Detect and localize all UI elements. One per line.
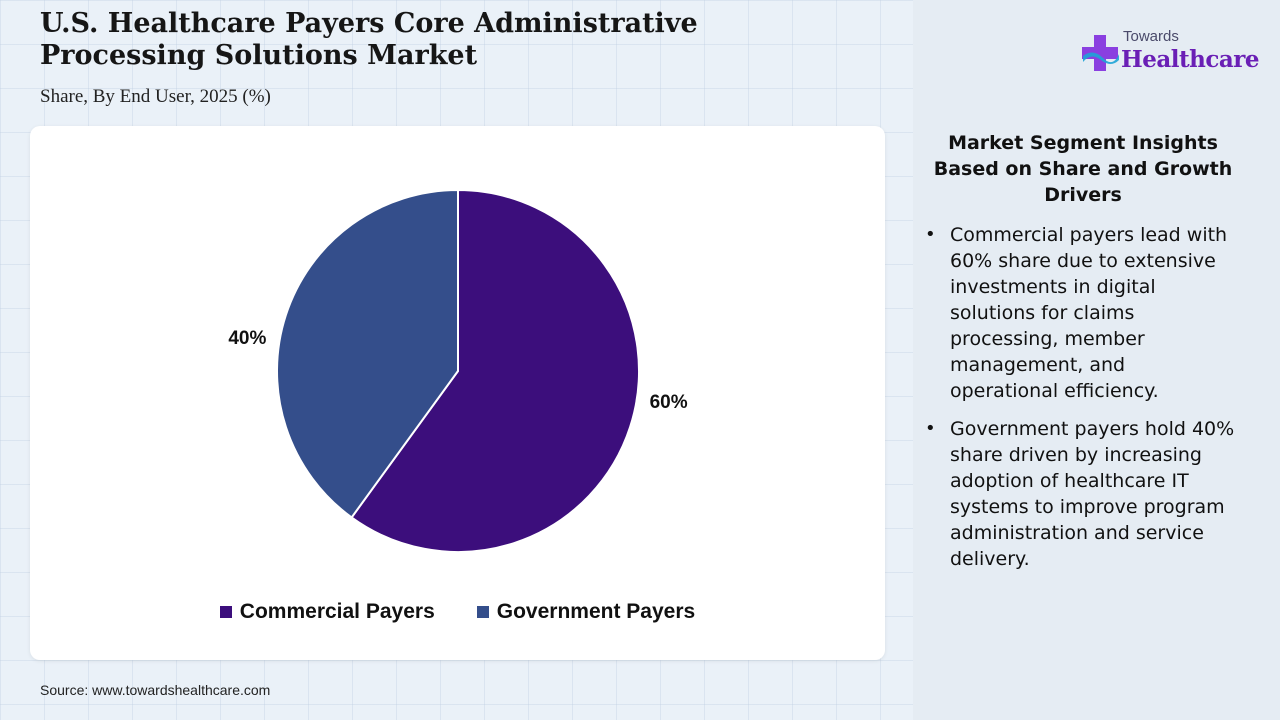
insights-panel: Towards Healthcare Market Segment Insigh… <box>913 0 1280 720</box>
legend-item-government-payers: Government Payers <box>476 600 696 624</box>
insight-bullet-government: Government payers hold 40% share driven … <box>913 416 1238 572</box>
logo-text-healthcare: Healthcare <box>1121 46 1260 73</box>
logo-text-towards: Towards <box>1123 28 1179 45</box>
insight-bullet-commercial: Commercial payers lead with 60% share du… <box>913 222 1238 404</box>
data-label-commercial-payers: 60% <box>650 392 688 413</box>
chart-title: U.S. Healthcare Payers Core Administrati… <box>40 8 698 71</box>
data-label-government-payers: 40% <box>228 328 266 349</box>
legend-label-commercial-payers: Commercial Payers <box>239 600 435 623</box>
chart-subtitle: Share, By End User, 2025 (%) <box>40 86 271 107</box>
cross-logo-icon <box>1082 35 1119 71</box>
legend-swatch-government-payers <box>476 606 489 618</box>
pie-slice-government-payers <box>276 188 459 519</box>
insights-list: Commercial payers lead with 60% share du… <box>913 222 1238 584</box>
legend-label-government-payers: Government Payers <box>496 600 696 623</box>
legend-item-commercial-payers: Commercial Payers <box>219 600 435 624</box>
legend-swatch-commercial-payers <box>219 606 232 618</box>
pie-chart: 60% 40% <box>228 188 688 553</box>
chart-legend: Commercial Payers Government Payers <box>30 600 885 624</box>
insights-heading: Market Segment Insights Based on Share a… <box>933 132 1233 206</box>
pie-slice-commercial-payers <box>350 188 640 553</box>
towards-healthcare-logo: Towards Healthcare <box>1079 26 1260 78</box>
chart-card: 60% 40% Commercial Payers Government Paye… <box>30 126 885 660</box>
source-note: Source: www.towardshealthcare.com <box>40 682 271 698</box>
